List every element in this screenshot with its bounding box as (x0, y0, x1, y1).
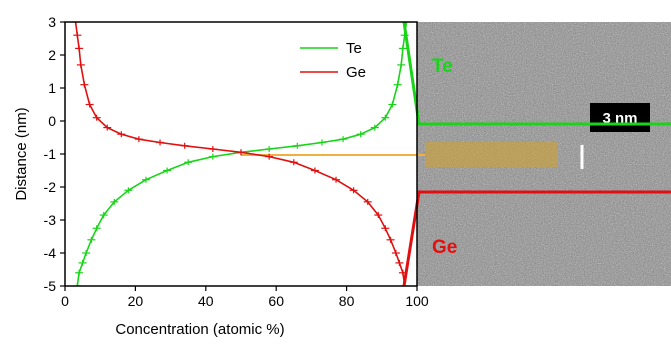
connectors (241, 21, 671, 287)
ticks-layer: 0 20 40 60 80 100 -5 -4 -3 -2 -1 0 1 2 3 (44, 14, 429, 309)
data-point-ge (85, 101, 94, 108)
legend: Te Ge (300, 40, 366, 81)
data-point-te (356, 131, 365, 138)
data-point-ge (92, 114, 101, 121)
data-point-ge (310, 167, 319, 174)
data-point-ge (349, 187, 358, 194)
data-point-te (99, 212, 108, 219)
y-tick-label: 2 (48, 47, 56, 63)
data-point-ge (400, 283, 409, 286)
data-point-ge (374, 212, 383, 219)
x-tick-label: 20 (128, 293, 144, 309)
y-tick-label: 0 (48, 113, 56, 129)
data-point-te (265, 146, 274, 153)
data-point-ge (103, 124, 112, 131)
data-point-ge (134, 136, 143, 143)
data-point-ge (237, 149, 245, 156)
data-point-te (381, 114, 390, 121)
data-point-te (82, 250, 91, 256)
data-point-te (370, 124, 379, 131)
x-axis-title: Concentration (atomic %) (115, 321, 284, 338)
data-point-ge (381, 225, 390, 232)
x-tick-label: 80 (339, 293, 355, 309)
data-point-te (124, 187, 133, 194)
data-point-te (393, 81, 402, 88)
y-tick-label: 3 (48, 14, 56, 30)
data-point-te (339, 136, 348, 143)
data-point-ge (363, 198, 372, 205)
data-point-te (293, 142, 302, 149)
legend-label-ge: Ge (346, 64, 366, 81)
y-axis-title: Distance (nm) (13, 107, 30, 200)
data-point-ge (391, 250, 400, 256)
data-point-ge (386, 236, 395, 243)
data-point-ge (76, 61, 85, 68)
data-point-ge (180, 142, 189, 149)
data-point-te (78, 259, 87, 266)
scale-bar-box (590, 103, 650, 132)
x-tick-label: 60 (268, 293, 284, 309)
te-region-label: Te (432, 56, 453, 77)
data-point-te (75, 269, 84, 276)
data-point-te (163, 167, 172, 174)
y-tick-label: -2 (44, 179, 57, 195)
y-tick-label: -1 (44, 146, 57, 162)
ge-region-label: Ge (432, 237, 457, 258)
data-point-ge (156, 139, 165, 146)
data-point-te (397, 61, 406, 68)
data-point-ge (265, 153, 274, 160)
data-point-ge (80, 81, 89, 88)
data-point-te (208, 153, 217, 160)
tem-image-panel: 3 nm Te Ge (417, 22, 671, 286)
data-point-te (184, 159, 193, 166)
y-tick-label: -5 (44, 278, 57, 294)
x-tick-label: 40 (198, 293, 214, 309)
series-layer (71, 22, 411, 286)
data-point-te (398, 45, 407, 52)
te-boundary-connector (402, 21, 671, 126)
ge-boundary-connector (402, 190, 671, 287)
x-tick-label: 100 (405, 293, 429, 309)
data-point-ge (71, 22, 80, 25)
data-point-ge (332, 176, 341, 183)
y-tick-label: -4 (44, 245, 57, 261)
legend-label-te: Te (346, 40, 362, 57)
data-point-te (110, 198, 119, 205)
data-point-ge (395, 259, 404, 266)
data-point-ge (73, 32, 82, 39)
interface-band (425, 142, 558, 167)
data-point-te (400, 32, 409, 39)
data-point-ge (117, 131, 126, 138)
data-point-te (92, 225, 101, 232)
data-point-ge (398, 269, 407, 276)
y-tick-label: 1 (48, 80, 56, 96)
x-tick-label: 0 (61, 293, 69, 309)
data-point-ge (75, 45, 84, 52)
data-point-te (402, 22, 411, 25)
data-point-te (141, 176, 150, 183)
data-point-ge (208, 146, 217, 153)
data-point-te (73, 283, 82, 286)
data-point-te (388, 101, 397, 108)
y-tick-label: -3 (44, 212, 57, 228)
data-point-te (87, 236, 96, 243)
data-point-te (317, 139, 326, 146)
data-point-ge (289, 159, 298, 166)
